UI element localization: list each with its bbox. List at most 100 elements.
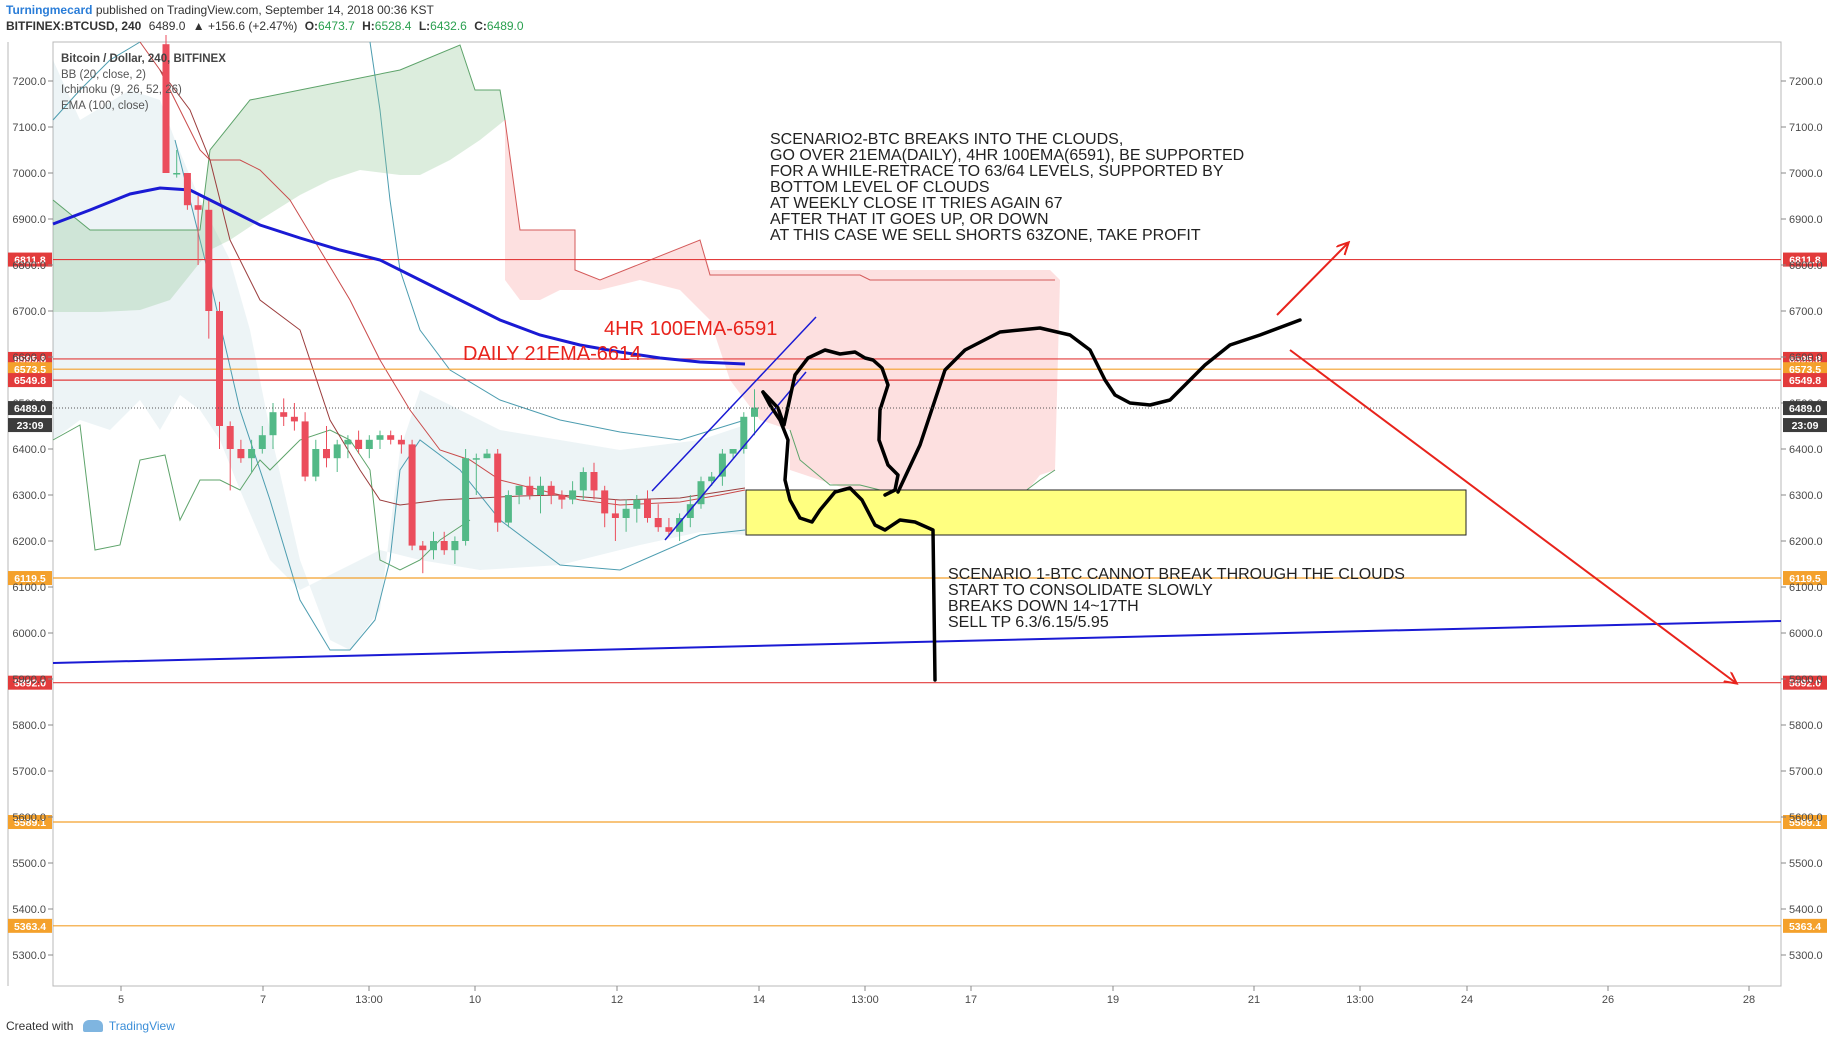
- annotation-line: FOR A WHILE-RETRACE TO 63/64 LEVELS, SUP…: [770, 163, 1224, 180]
- candle-body: [526, 485, 534, 495]
- x-tick-label: 14: [753, 994, 765, 1006]
- candle-body: [408, 444, 416, 546]
- candle-body: [248, 449, 256, 459]
- candle-body: [537, 485, 544, 495]
- candle-body: [301, 421, 309, 477]
- y-tick-right: 5700.0: [1789, 766, 1823, 778]
- price-level-badge: [1783, 373, 1827, 388]
- candle-body: [504, 495, 512, 523]
- y-tick-left: 6700.0: [12, 306, 46, 318]
- bb-fill: [53, 60, 745, 650]
- y-tick-right: 6400.0: [1789, 444, 1823, 456]
- candle-body: [579, 472, 587, 491]
- low-label: L:: [418, 19, 431, 33]
- y-tick-left: 6800.0: [12, 260, 46, 272]
- annotation-line: BREAKS DOWN 14~17TH: [948, 598, 1139, 615]
- close-value: 6489.0: [486, 19, 524, 33]
- author-link[interactable]: Turningmecard: [6, 3, 93, 17]
- annotation-line: GO OVER 21EMA(DAILY), 4HR 100EMA(6591), …: [770, 147, 1244, 164]
- x-tick-label: 21: [1248, 994, 1260, 1006]
- tradingview-link[interactable]: TradingView: [108, 1019, 175, 1033]
- annotation-line: AT WEEKLY CLOSE IT TRIES AGAIN 67: [770, 195, 1063, 212]
- price-level-value: 6811.8: [1789, 255, 1821, 267]
- ema-100-line: [52, 186, 746, 366]
- candle-body: [183, 173, 191, 206]
- annotation-line: SCENARIO2-BTC BREAKS INTO THE CLOUDS,: [770, 131, 1123, 148]
- last-price: 6489.0: [148, 19, 186, 33]
- x-tick-label: 17: [965, 994, 977, 1006]
- x-tick-label: 13:00: [851, 994, 879, 1006]
- legend-bb[interactable]: BB (20, close, 2): [61, 68, 147, 81]
- candle-body: [355, 439, 363, 449]
- y-tick-left: 5600.0: [12, 812, 46, 824]
- price-level-value: 6119.5: [1789, 573, 1821, 585]
- y-tick-left: 5800.0: [12, 720, 46, 732]
- candle-body: [622, 508, 630, 518]
- y-tick-right: 7100.0: [1789, 122, 1823, 134]
- y-tick-right: 7000.0: [1789, 168, 1823, 180]
- price-level-value: 6811.8: [14, 255, 46, 267]
- candle-body: [462, 458, 470, 541]
- candle-body: [162, 44, 170, 174]
- x-axis[interactable]: 5 7 13:00 10 12 14 13:00 17 19 21 13:00 24 26 28: [118, 986, 1755, 1006]
- x-tick-label: 13:00: [355, 994, 383, 1006]
- open-value: 6473.7: [318, 19, 355, 33]
- open-label: O:: [304, 19, 319, 33]
- candle-body: [194, 205, 202, 210]
- price-level-badge: [8, 571, 52, 586]
- candle-body: [590, 472, 598, 491]
- y-tick-left: 6900.0: [12, 214, 46, 226]
- candle-body: [665, 527, 673, 532]
- y-tick-right: 5800.0: [1789, 720, 1823, 732]
- legend-ichimoku[interactable]: Ichimoku (9, 26, 52, 26): [61, 84, 182, 96]
- candle-body: [205, 209, 213, 311]
- y-tick-left: 7200.0: [12, 76, 46, 88]
- y-axis-right[interactable]: 7200.0 7100.0 7000.0 6900.0 6800.0 6700.0 6600…: [1781, 76, 1823, 962]
- y-tick-right: 6200.0: [1789, 536, 1823, 548]
- candle-body: [226, 426, 234, 449]
- candle-body: [611, 513, 619, 518]
- price-level-value: 5589.1: [14, 817, 46, 829]
- price-level-badge: [1783, 675, 1827, 690]
- y-tick-right: 6000.0: [1789, 628, 1823, 640]
- kijun-line: [159, 69, 746, 506]
- y-tick-right: 5300.0: [1789, 950, 1823, 962]
- price-level-badge: [8, 918, 52, 933]
- y-tick-left: 7100.0: [12, 122, 46, 134]
- candle-body: [216, 311, 223, 426]
- candle-body: [494, 453, 502, 523]
- x-tick-label: 28: [1743, 994, 1755, 1006]
- price-level-value: 5589.1: [1789, 817, 1821, 829]
- candle-body: [686, 504, 694, 518]
- legend-title: Bitcoin / Dollar, 240, BITFINEX: [61, 53, 226, 65]
- legend-ema[interactable]: EMA (100, close): [61, 99, 149, 112]
- candle-body: [451, 541, 459, 551]
- down-arrow: [1289, 349, 1736, 683]
- candle-body: [387, 435, 395, 440]
- last-price-badge: [1783, 401, 1827, 416]
- y-tick-left: 5400.0: [12, 904, 46, 916]
- y-tick-left: 5300.0: [12, 950, 46, 962]
- countdown-value: 23:09: [17, 420, 44, 432]
- candle-body: [718, 453, 726, 477]
- candle-body: [344, 439, 352, 445]
- last-price-value: 6489.0: [14, 403, 46, 415]
- price-level-value: 5892.0: [14, 678, 46, 690]
- price-level-value: 5363.4: [1789, 921, 1821, 933]
- x-tick-label: 19: [1107, 994, 1119, 1006]
- y-axis-left[interactable]: 7200.0 7100.0 7000.0 6900.0 6800.0 6700.0 6600…: [12, 76, 53, 962]
- published-text: published on TradingView.com, September …: [95, 3, 434, 17]
- candle-body: [290, 416, 298, 422]
- annotation-line: AFTER THAT IT GOES UP, OR DOWN: [770, 211, 1049, 228]
- y-tick-right: 6600.0: [1789, 352, 1823, 364]
- price-level-badge: [8, 252, 52, 267]
- symbol-row: BITFINEX:BTCUSD, 240 6489.0 ▲ +156.6 (+2…: [6, 19, 524, 33]
- last-price-badge: [8, 401, 52, 416]
- candle-body: [654, 518, 662, 528]
- x-tick-label: 10: [469, 994, 481, 1006]
- candle-body: [708, 476, 716, 482]
- candle-body: [258, 435, 266, 449]
- y-tick-left: 6100.0: [12, 582, 46, 594]
- y-tick-right: 7200.0: [1789, 76, 1823, 88]
